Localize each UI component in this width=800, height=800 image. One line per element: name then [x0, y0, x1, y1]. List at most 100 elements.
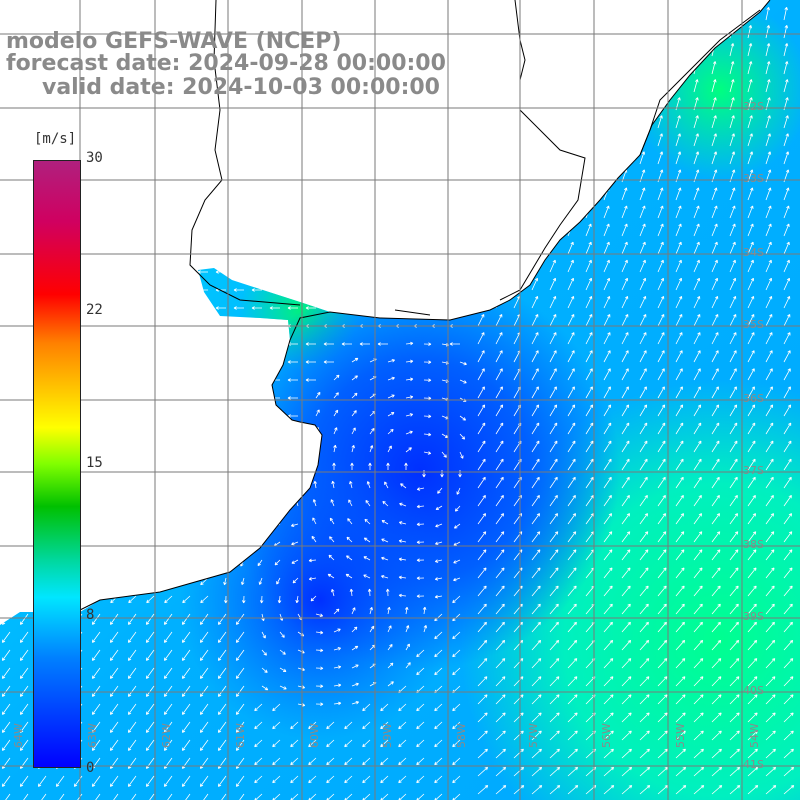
wind-arrow [145, 721, 155, 733]
wind-arrow [405, 413, 414, 417]
wind-arrow [215, 306, 226, 310]
wind-arrow [413, 126, 424, 130]
wind-arrow [359, 18, 370, 22]
lon-label: 64W [12, 723, 25, 748]
wind-arrow [89, 144, 100, 148]
wind-arrow [477, 748, 488, 759]
wind-arrow [143, 162, 154, 166]
wind-arrow [395, 216, 406, 220]
wind-arrow [296, 444, 301, 453]
wind-arrow [453, 577, 461, 582]
wind-arrow [17, 198, 28, 202]
wind-arrow [693, 332, 701, 345]
wind-arrow [37, 775, 47, 787]
wind-arrow [179, 108, 190, 112]
wind-arrow [449, 270, 460, 274]
wind-arrow [127, 613, 137, 625]
wind-arrow [675, 766, 687, 777]
wind-arrow [549, 61, 555, 75]
wind-arrow [164, 505, 173, 514]
wind-arrow [308, 577, 317, 581]
wind-arrow [495, 513, 505, 525]
wind-arrow [452, 667, 461, 676]
wind-arrow [405, 377, 414, 382]
wind-arrow [326, 739, 335, 748]
wind-arrow [452, 739, 461, 748]
wind-arrow [567, 79, 573, 93]
wind-arrow [233, 342, 244, 346]
wind-arrow [110, 451, 119, 460]
wind-arrow [380, 739, 389, 748]
wind-arrow [449, 18, 460, 22]
wind-arrow [89, 180, 100, 184]
wind-arrow [729, 43, 735, 57]
wind-arrow [179, 180, 190, 184]
wind-arrow [747, 712, 758, 723]
wind-arrow [146, 469, 155, 478]
wind-arrow [729, 422, 738, 435]
wind-arrow [513, 43, 519, 57]
wind-arrow [359, 234, 370, 238]
wind-arrow [416, 739, 425, 748]
wind-arrow [0, 162, 10, 166]
wind-arrow [125, 414, 136, 418]
wind-arrow [53, 108, 64, 112]
wind-arrow [765, 766, 777, 777]
wind-arrow [143, 198, 154, 202]
wind-arrow [181, 775, 191, 787]
wind-arrow [567, 404, 576, 417]
wind-arrow [747, 259, 754, 273]
wind-arrow [675, 785, 687, 795]
wind-arrow [91, 721, 101, 733]
wind-arrow [359, 162, 370, 166]
wind-arrow [19, 739, 29, 751]
wind-arrow [251, 144, 262, 148]
wind-arrow [747, 151, 754, 165]
wind-arrow [747, 187, 754, 201]
wind-arrow [567, 115, 573, 129]
wind-arrow [639, 43, 645, 57]
wind-arrow [128, 559, 137, 568]
wind-arrow [2, 559, 11, 568]
wind-arrow [181, 631, 191, 643]
wind-arrow [431, 216, 442, 220]
wind-arrow [603, 277, 611, 291]
wind-arrow [639, 730, 650, 741]
wind-arrow [531, 621, 541, 633]
wind-arrow [657, 25, 663, 39]
wind-arrow [107, 378, 118, 382]
wind-arrow [603, 639, 614, 651]
wind-arrow [380, 721, 389, 730]
wind-arrow [531, 476, 540, 489]
wind-arrow [639, 223, 646, 237]
wind-arrow [675, 43, 681, 57]
wind-arrow [765, 694, 776, 705]
wind-arrow [729, 314, 737, 327]
wind-arrow [269, 108, 280, 112]
wind-arrow [639, 79, 645, 93]
wind-arrow [272, 451, 281, 460]
wind-arrow [109, 721, 119, 733]
wind-arrow [567, 440, 576, 453]
wind-arrow [217, 739, 227, 751]
wind-arrow [765, 676, 776, 687]
wind-arrow [0, 306, 10, 310]
wind-arrow [313, 480, 317, 489]
wind-arrow [567, 694, 578, 705]
wind-arrow [585, 332, 593, 345]
wind-arrow [711, 549, 721, 561]
wind-arrow [711, 61, 717, 75]
wind-arrow [693, 151, 700, 165]
wind-arrow [91, 793, 101, 800]
wind-arrow [236, 505, 245, 514]
wind-arrow [331, 588, 335, 597]
wind-arrow [200, 523, 209, 532]
wind-arrow [603, 476, 612, 489]
wind-arrow [693, 277, 701, 291]
wind-arrow [729, 61, 735, 75]
wind-arrow [381, 574, 389, 579]
wind-arrow [783, 332, 791, 345]
wind-arrow [431, 180, 442, 184]
wind-arrow [1, 793, 11, 800]
coastline [79, 0, 771, 611]
